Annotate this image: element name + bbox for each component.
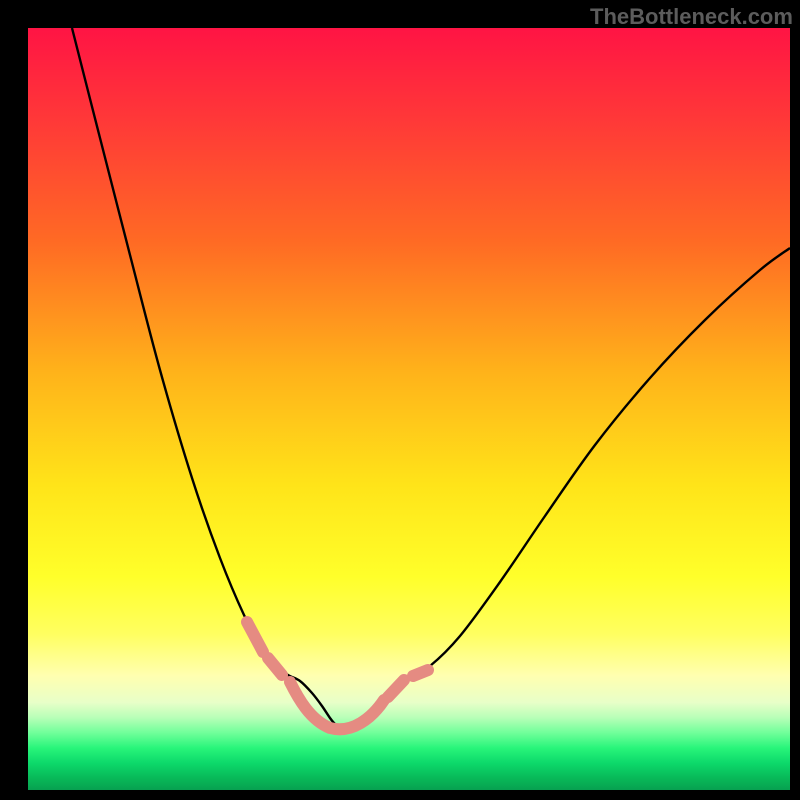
bottleneck-chart — [0, 0, 800, 800]
watermark-text: TheBottleneck.com — [590, 4, 793, 30]
plot-area — [28, 28, 790, 790]
